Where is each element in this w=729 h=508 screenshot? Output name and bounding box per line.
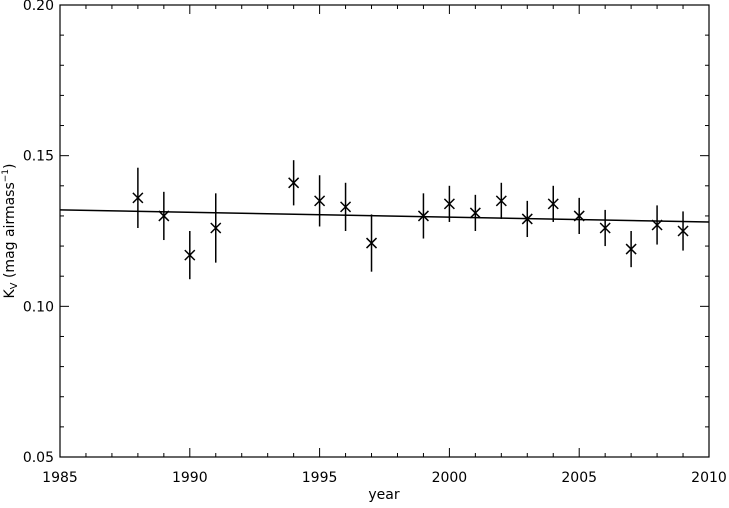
data-point [365,237,378,249]
data-point [599,222,611,234]
y-tick-label: 0.05 [23,450,54,466]
data-point [547,198,559,210]
data-point [469,207,481,219]
plot-frame [59,4,710,458]
x-tick-label: 1995 [302,470,338,486]
y-axis-label: KV (mag airmass−1) [1,163,20,298]
y-tick-label: 0.10 [23,299,54,315]
fit-line [59,209,710,223]
x-tick-label: 1990 [172,470,208,486]
data-point [625,243,637,255]
x-tick-label: 2010 [691,470,727,486]
data-point [495,195,507,207]
x-axis-label: year [368,487,399,503]
x-tick-label: 1985 [42,470,78,486]
y-tick-label: 0.20 [23,0,54,14]
data-point [340,201,352,213]
x-tick-label: 2000 [432,470,468,486]
data-point [677,225,689,237]
data-point [288,177,300,189]
data-point [132,192,144,204]
x-tick-label: 2005 [561,470,597,486]
y-tick-label: 0.15 [23,149,54,165]
data-point [443,198,455,210]
data-point [314,195,326,207]
data-point [184,249,196,261]
data-point [210,222,222,234]
